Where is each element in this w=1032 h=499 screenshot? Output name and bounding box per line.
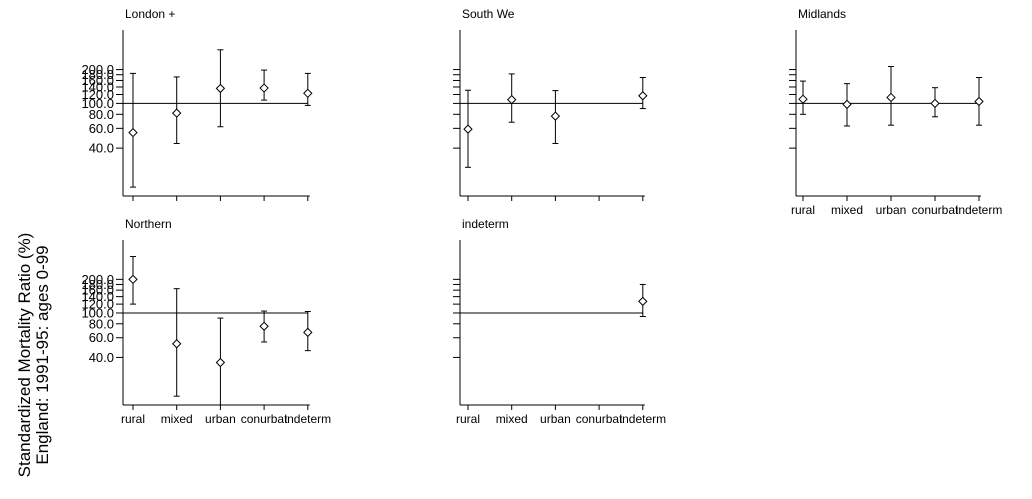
- x-tick-label: conurbat: [912, 203, 959, 217]
- panel-title: South We: [462, 7, 515, 21]
- data-point-marker: [638, 296, 648, 307]
- x-tick-label: urban: [540, 412, 571, 426]
- y-tick-label: 140.0: [81, 79, 114, 94]
- x-tick-label: indeterm: [619, 412, 666, 426]
- x-tick-label: conurbat: [241, 412, 288, 426]
- data-point-marker: [128, 127, 138, 138]
- y-tick-label: 60.0: [89, 330, 114, 345]
- y-tick-label: 120.0: [81, 297, 114, 312]
- y-tick-label: 180.0: [81, 277, 114, 292]
- data-point-marker: [638, 91, 648, 101]
- data-point-marker: [506, 94, 517, 105]
- data-point-marker: [215, 83, 226, 94]
- y-tick-label: 100.0: [81, 305, 114, 320]
- data-point-marker: [171, 339, 182, 349]
- data-point-marker: [215, 357, 226, 368]
- x-tick-label: rural: [121, 412, 145, 426]
- data-point-marker: [259, 83, 269, 93]
- y-tick-label: 40.0: [89, 141, 114, 156]
- y-tick-label: 80.0: [89, 316, 114, 331]
- y-tick-label: 100.0: [81, 96, 114, 111]
- x-tick-label: urban: [876, 203, 907, 217]
- data-point-marker: [303, 327, 313, 338]
- y-tick-label: 120.0: [81, 87, 114, 102]
- panel-title: London +: [125, 7, 175, 21]
- panel-title: Northern: [125, 217, 172, 231]
- y-tick-label: 60.0: [89, 121, 114, 136]
- data-point-marker: [128, 274, 138, 285]
- data-point-marker: [930, 98, 940, 109]
- y-tick-label: 160.0: [81, 73, 114, 88]
- x-tick-label: urban: [205, 412, 236, 426]
- data-point-marker: [171, 108, 182, 118]
- data-point-marker: [463, 124, 473, 134]
- data-point-marker: [842, 99, 852, 110]
- y-axis-title-line-2: England: 1991-95: ages 0-99: [33, 245, 52, 464]
- x-tick-label: mixed: [161, 412, 193, 426]
- y-tick-label: 200.0: [81, 272, 114, 287]
- y-tick-label: 180.0: [81, 67, 114, 82]
- x-tick-label: indeterm: [284, 412, 331, 426]
- x-tick-label: mixed: [831, 203, 863, 217]
- x-tick-label: conurbat: [576, 412, 623, 426]
- panel-title: Midlands: [798, 7, 846, 21]
- panel-title: indeterm: [462, 217, 509, 231]
- data-point-marker: [259, 321, 269, 331]
- x-tick-label: indeterm: [956, 203, 1003, 217]
- data-point-marker: [886, 92, 896, 103]
- y-tick-label: 200.0: [81, 62, 114, 77]
- x-tick-label: mixed: [496, 412, 528, 426]
- y-tick-label: 160.0: [81, 283, 114, 298]
- data-point-marker: [974, 96, 984, 107]
- y-tick-label: 80.0: [89, 107, 114, 122]
- x-tick-label: rural: [791, 203, 815, 217]
- y-axis-title-line-1: Standardized Mortality Ratio (%): [15, 233, 34, 478]
- y-tick-label: 40.0: [89, 350, 114, 365]
- data-point-marker: [550, 111, 561, 121]
- data-point-marker: [303, 88, 313, 99]
- y-tick-label: 140.0: [81, 289, 114, 304]
- data-point-marker: [798, 94, 808, 104]
- x-tick-label: rural: [456, 412, 480, 426]
